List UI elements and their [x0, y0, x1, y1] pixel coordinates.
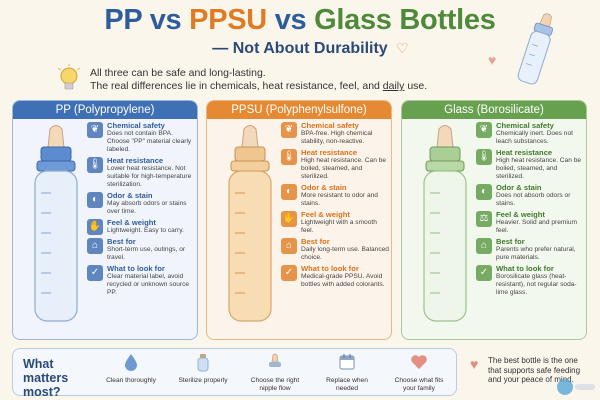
title-vs-2: vs [274, 4, 307, 36]
heart-icon: ♡ [396, 40, 409, 56]
page-title: PP vs PPSU vs Glass Bottles [0, 4, 600, 37]
thermometer-icon: 🌡 [281, 149, 297, 165]
tip-family: Choose what fits your family [389, 352, 449, 393]
bottle-icon [197, 354, 209, 372]
panel-header: PP (Polypropylene) [13, 101, 197, 119]
nose-icon: ◐ [476, 184, 492, 200]
glass-bottle-illustration [423, 125, 467, 322]
feature-chemical-safety: ❦ Chemical safety BPA-free. High chemical … [281, 121, 391, 146]
intro-underline: daily [382, 80, 405, 92]
intro-line-2: The real differences lie in chemicals, h… [90, 80, 428, 92]
thermometer-icon: 🌡 [87, 157, 103, 173]
panel-header: PPSU (Polyphenylsulfone) [207, 101, 391, 119]
heart-icon: ♥ [488, 52, 497, 68]
leaf-icon: ❦ [87, 122, 103, 138]
panel-pp: PP (Polypropylene) ❦ Chemical safety Does … [12, 100, 198, 340]
ppsu-features: ❦ Chemical safety BPA-free. High chemical … [281, 121, 391, 291]
watermark-logo [557, 379, 595, 395]
closing-tip: ♥ The best bottle is the one that suppor… [466, 352, 594, 396]
home-icon: ⌂ [87, 238, 103, 254]
feature-heat-resistance: 🌡 Heat resistance Lower heat resistance. N… [87, 156, 192, 188]
glass-features: ❦ Chemical safety Chemically inert. Does n… [476, 121, 586, 299]
tip-nipple-flow: Choose the right nipple flow [245, 352, 305, 393]
feature-odor-stain: ◐ Odor & stain May absorb odors or stains … [87, 191, 197, 216]
nose-icon: ◐ [281, 184, 297, 200]
pp-bottle-illustration [34, 125, 78, 322]
page-subtitle: — Not About Durability [212, 40, 388, 57]
nose-icon: ◐ [87, 192, 103, 208]
weight-icon: ⚖ [476, 211, 492, 227]
feature-look-for: ✓ What to look for Borosilicate glass (hea… [476, 264, 586, 297]
feature-heat-resistance: 🌡 Heat resistance High heat resistance. Ca… [476, 148, 582, 180]
feature-best-for: ⌂ Best for Parents who prefer natural, pur… [476, 237, 586, 262]
feature-feel-weight: ✋ Feel & weight Lightweight. Easy to carry… [87, 218, 184, 235]
feature-best-for: ⌂ Best for Daily long-term use. Balanced c… [281, 237, 391, 262]
check-icon: ✓ [281, 265, 297, 281]
feature-look-for: ✓ What to look for Medical-grade PPSU. Avo… [281, 264, 391, 289]
panel-header: Glass (Borosilicate) [402, 101, 586, 119]
feature-feel-weight: ⚖ Feel & weight Heavier. Solid and premium… [476, 210, 586, 235]
what-matters-strip: What matters most? Clean thoroughly Ster… [12, 348, 457, 399]
title-vs-1: vs [149, 4, 182, 36]
hand-icon: ✋ [87, 219, 103, 235]
leaf-icon: ❦ [281, 122, 297, 138]
feature-look-for: ✓ What to look for Clear material label, a… [87, 264, 197, 297]
title-pp: PP [104, 4, 142, 36]
feature-feel-weight: ✋ Feel & weight Lightweight with a smooth … [281, 210, 377, 234]
feature-odor-stain: ◐ Odor & stain More resistant to odor and … [281, 183, 391, 208]
feature-chemical-safety: ❦ Chemical safety Chemically inert. Does n… [476, 121, 586, 146]
lightbulb-icon [57, 64, 81, 90]
what-matters-question: What matters most? [23, 357, 69, 399]
calendar-icon [339, 354, 355, 370]
heart-icon: ♥ [470, 356, 479, 372]
tip-sterilize: Sterilize properly [173, 352, 233, 385]
feature-best-for: ⌂ Best for Short-term use, outings, or tra… [87, 237, 197, 262]
thermometer-icon: 🌡 [476, 149, 492, 165]
panel-glass: Glass (Borosilicate) ❦ Chemical safety Che… [401, 100, 587, 340]
intro-text: All three can be safe and long-lasting. … [90, 67, 430, 93]
home-icon: ⌂ [281, 238, 297, 254]
hand-icon: ✋ [281, 211, 297, 227]
tip-replace: Replace when needed [317, 352, 377, 393]
heart-icon [411, 355, 427, 369]
ppsu-bottle-illustration [228, 125, 272, 322]
title-ppsu: PPSU [189, 4, 267, 36]
nipple-icon [269, 353, 281, 367]
baby-bottle-illustration [517, 13, 554, 85]
closing-tip-text: The best bottle is the one that supports… [488, 356, 581, 384]
feature-chemical-safety: ❦ Chemical safety Does not contain BPA. Ch… [87, 121, 197, 154]
panel-ppsu: PPSU (Polyphenylsulfone) ❦ Chemical safet… [206, 100, 392, 340]
leaf-icon: ❦ [476, 122, 492, 138]
check-icon: ✓ [476, 265, 492, 281]
water-drop-icon [125, 354, 137, 371]
tip-clean: Clean thoroughly [101, 352, 161, 385]
pp-features: ❦ Chemical safety Does not contain BPA. Ch… [87, 121, 197, 299]
feature-heat-resistance: 🌡 Heat resistance High heat resistance. Ca… [281, 148, 387, 180]
check-icon: ✓ [87, 265, 103, 281]
feature-odor-stain: ◐ Odor & stain Does not absorb odors or st… [476, 183, 586, 208]
intro-line-1: All three can be safe and long-lasting. [90, 67, 266, 79]
title-glass: Glass Bottles [314, 4, 496, 36]
home-icon: ⌂ [476, 238, 492, 254]
